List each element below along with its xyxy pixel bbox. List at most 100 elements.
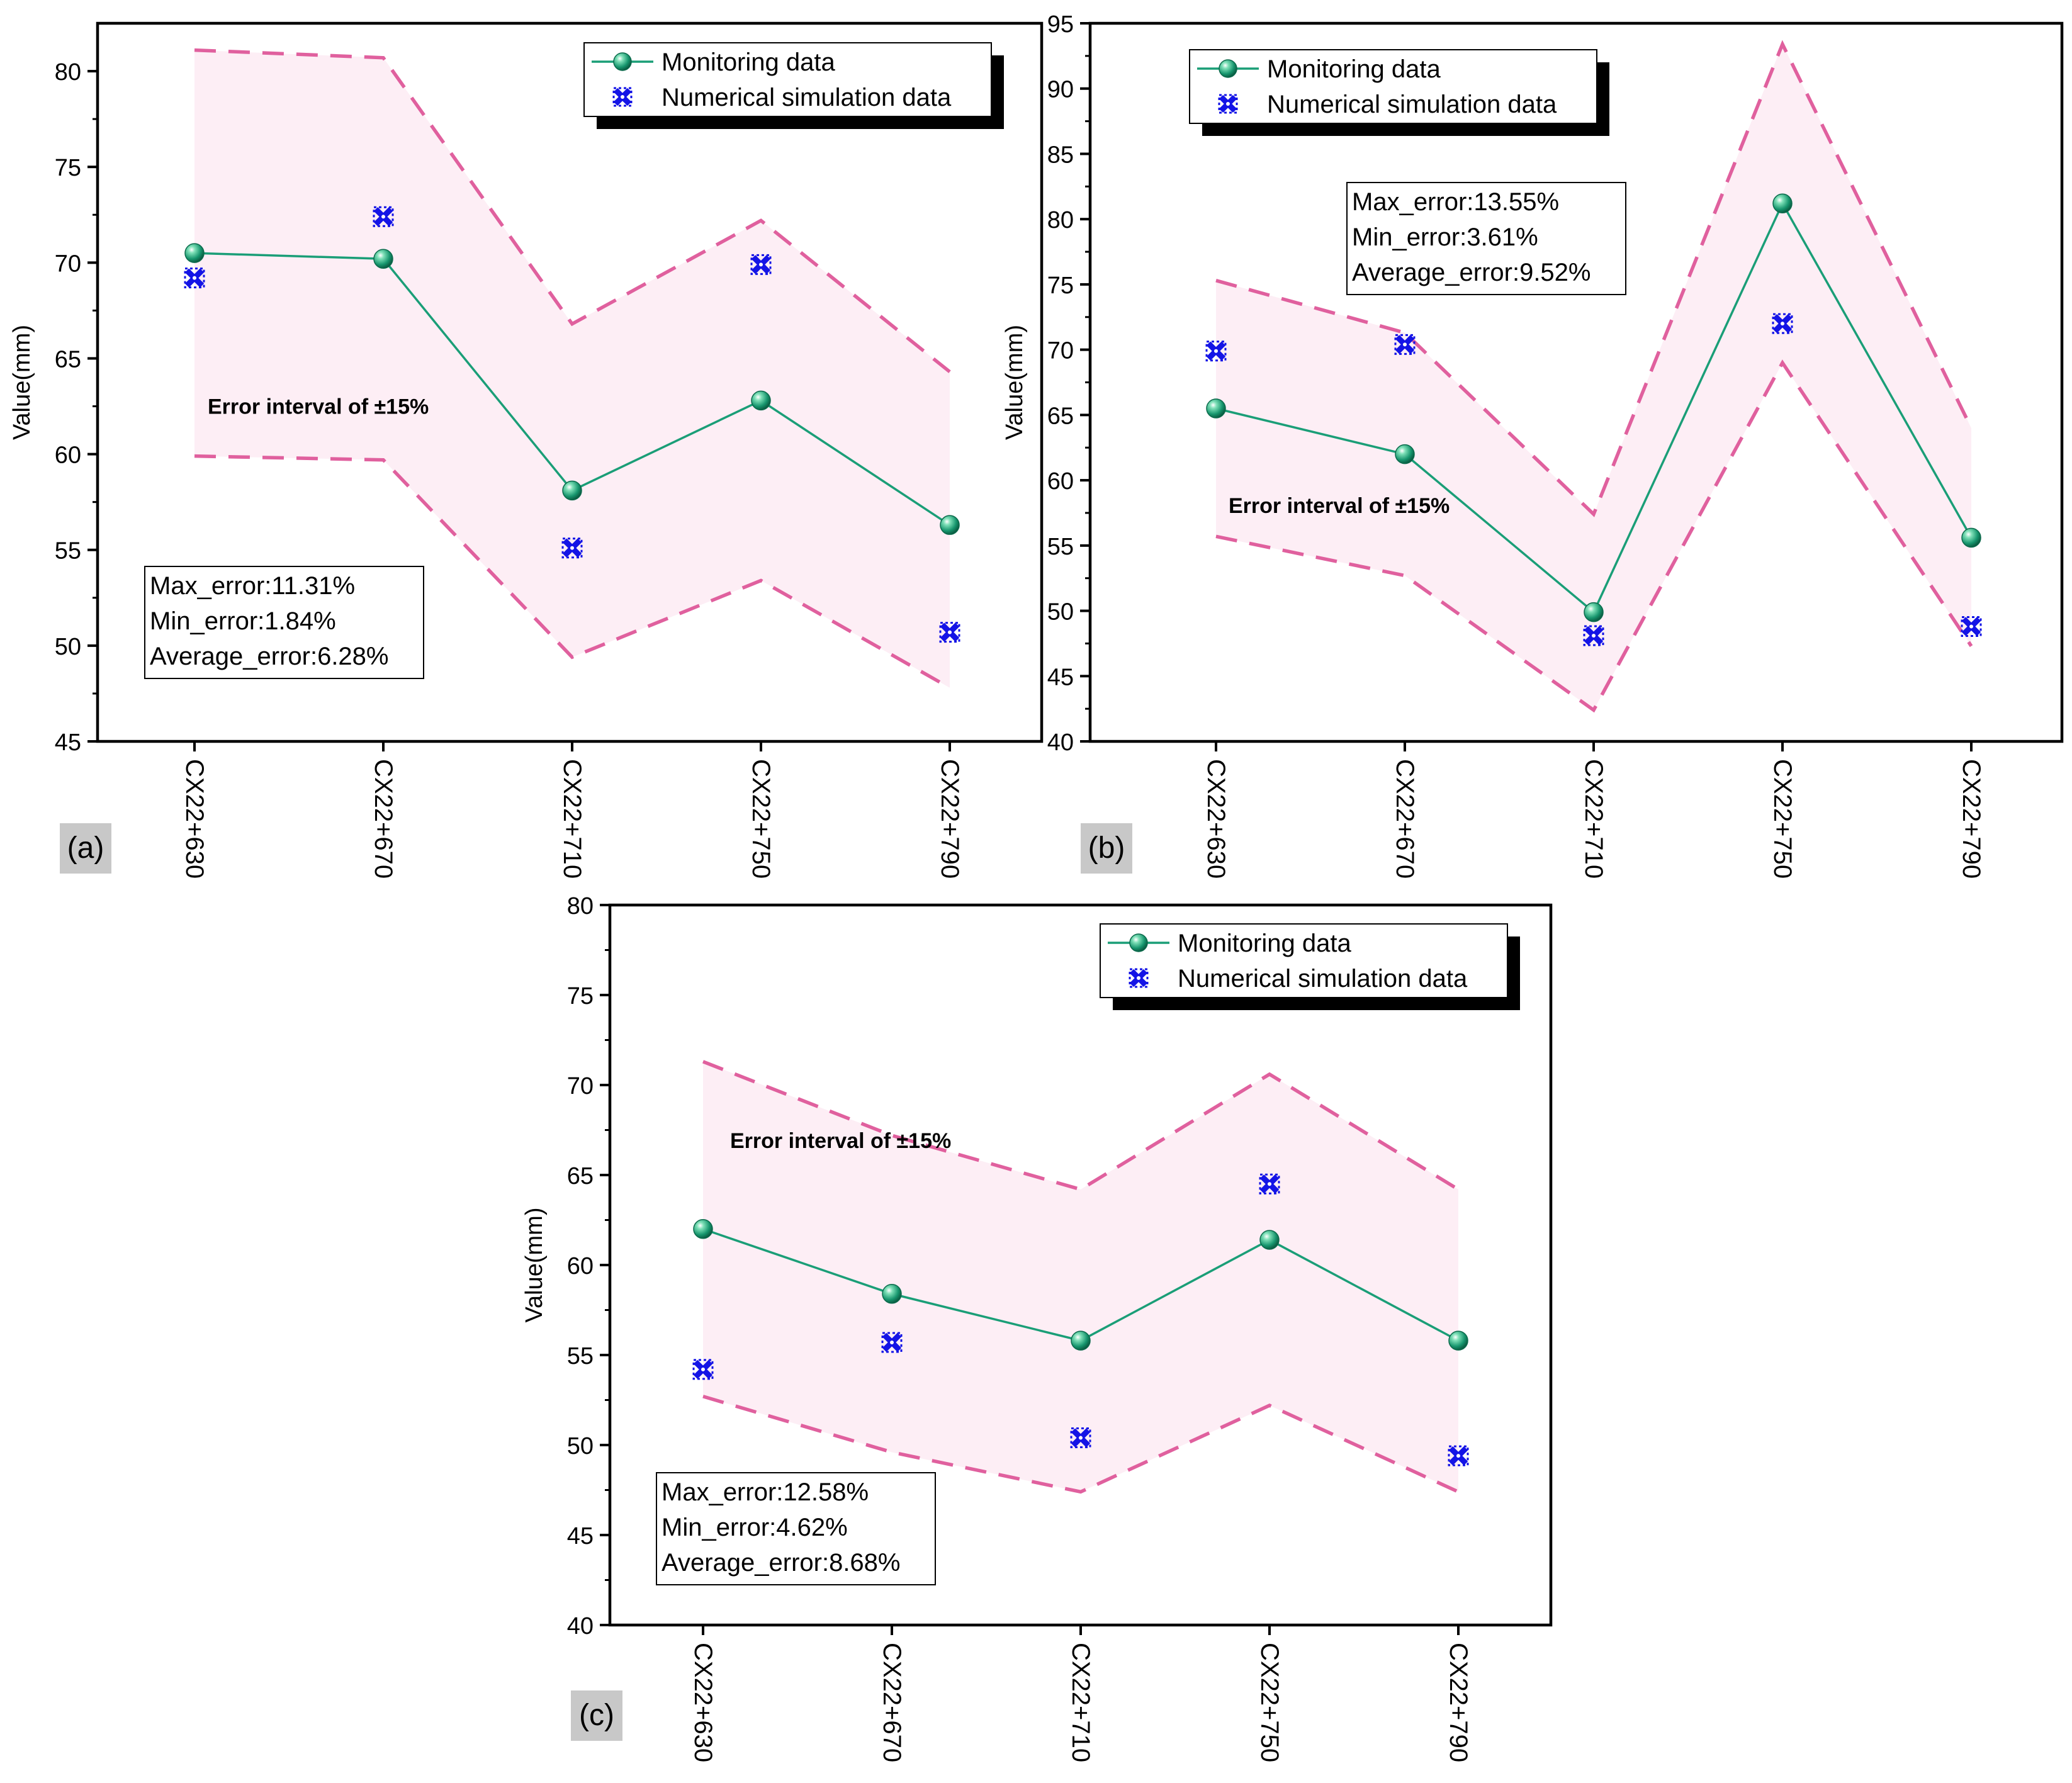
panel-b-legend-sphere: [1219, 59, 1237, 78]
panel-a-monitoring-point-body: [184, 243, 205, 263]
panel-c-ytick-label: 75: [567, 983, 594, 1010]
panel-c-monitoring-point-body: [1259, 1230, 1280, 1250]
panel-c-simulation-point-frame: [692, 1359, 714, 1380]
panel-c-stats-line: Average_error:8.68%: [662, 1549, 901, 1577]
panel-a-error-band: [194, 50, 950, 688]
panel-c-xtick-label: CX22+750: [1256, 1643, 1283, 1762]
panel-a-simulation-point-frame: [184, 267, 205, 289]
panel-b-simulation-point-center: [1403, 342, 1407, 347]
panel-b-monitoring-point-body: [1584, 602, 1604, 622]
panel-c-legend-label-simulation: Numerical simulation data: [1178, 965, 1468, 993]
panel-b-simulation-point: [1583, 625, 1604, 646]
panel-a-stats-box: [144, 566, 424, 679]
panel-b-ytick-label: 50: [1047, 599, 1074, 626]
panel-c-monitoring-point-body: [1071, 1330, 1091, 1351]
panel-a-simulation-point-frame: [373, 206, 394, 227]
panel-a-ytick-label: 45: [55, 729, 81, 756]
panel-c-band-lower-line: [702, 1395, 1460, 1494]
panel-a-label: (a): [67, 831, 104, 865]
panel-b: Error interval of ±15% 40 45 50 55 60 65 70 75 80…: [1001, 11, 2064, 879]
panel-a-label-bg: [60, 823, 111, 874]
panel-c-band-label: Error interval of ±15%: [730, 1129, 951, 1153]
panel-a-ytick-label: 75: [55, 155, 81, 181]
panel-c-simulation-point-center: [1268, 1182, 1271, 1186]
panel-c-ytick-label: 55: [567, 1343, 594, 1370]
panel-a-simulation-point: [750, 254, 772, 275]
panel-a-xtick-label: CX22+790: [936, 759, 964, 879]
panel-a-simulation-point-center: [570, 546, 574, 550]
panel-b-xtick-label: CX22+790: [1957, 759, 1985, 879]
panel-c-legend-sphere-body: [1129, 933, 1148, 952]
panel-a-band-lower-line: [194, 454, 951, 690]
panel-b-band-upper-line: [1215, 40, 1973, 517]
panel-b-monitoring-point: [1584, 602, 1604, 622]
panel-b-legend-cross-center: [1226, 102, 1230, 106]
panel-a-simulation-point-center: [948, 630, 952, 634]
panel-b-label: (b): [1088, 831, 1125, 865]
panel-a-legend-box: [583, 42, 992, 117]
panel-a-legend-sphere: [613, 52, 632, 71]
panel-c-xtick-label: CX22+670: [878, 1643, 906, 1762]
panel-a-stats-line: Max_error:11.31%: [150, 572, 355, 600]
panel-c-label: (c): [579, 1699, 614, 1732]
panel-c-y-axis-label: Value(mm): [521, 1208, 548, 1323]
panel-b-simulation-point-frame: [1583, 625, 1604, 646]
panel-a-ytick-label: 60: [55, 442, 81, 469]
panel-c-simulation-point-center: [1456, 1454, 1460, 1458]
panel-b-legend-label-monitoring: Monitoring data: [1267, 55, 1441, 83]
panel-b-xtick-label: CX22+750: [1769, 759, 1796, 879]
panel-b-monitoring-point: [1772, 193, 1793, 214]
panel-c-legend-cross-frame: [1129, 968, 1149, 988]
panel-a-monitoring-point-body: [373, 249, 393, 269]
panel-a-monitoring-point: [940, 515, 960, 535]
panel-c-stats-box: [656, 1472, 936, 1585]
panel-b-stats-line: Max_error:13.55%: [1352, 188, 1559, 216]
panel-a: Error interval of ±15% 45 50 55 60 65 70 75 80 Va…: [9, 21, 1044, 879]
panel-b-monitoring-point-body: [1961, 527, 1981, 548]
panel-a-stats-line: Average_error:6.28%: [150, 643, 389, 670]
panel-a-simulation-point: [561, 537, 583, 559]
panel-c-stats-line: Max_error:12.58%: [662, 1478, 869, 1506]
panel-c-simulation-point-center: [1079, 1436, 1083, 1440]
panel-c-ytick-label: 60: [567, 1253, 594, 1280]
panel-b-y-axis-label: Value(mm): [1001, 325, 1028, 440]
panel-c-simulation-point: [1070, 1427, 1091, 1449]
panel-c-legend-cross-center: [1137, 976, 1140, 980]
panel-a-monitoring-point: [184, 243, 205, 263]
panel-b-simulation-point-center: [1781, 322, 1784, 326]
panel-c-stats-line: Min_error:4.62%: [662, 1514, 848, 1541]
panel-b-xtick-label: CX22+710: [1580, 759, 1607, 879]
panel-a-legend-cross-center: [621, 95, 624, 99]
panel-b-simulation-point-frame: [1772, 313, 1793, 334]
panel-a-simulation-point-center: [193, 276, 196, 280]
panel-a-simulation-point-frame: [750, 254, 772, 275]
panel-c-ytick-label: 45: [567, 1523, 594, 1550]
panel-a-xtick-label: CX22+630: [181, 759, 208, 879]
panel-b-simulation-point: [1394, 334, 1416, 355]
panel-c-error-band: [703, 1061, 1458, 1492]
panel-b-simulation-point-center: [1969, 624, 1973, 629]
panel-b-legend-cross-frame: [1218, 94, 1238, 114]
panel-a-monitoring-point-body: [562, 480, 582, 501]
panel-a-axes-frame: [96, 21, 1044, 743]
panel-c-legend-label-monitoring: Monitoring data: [1178, 930, 1351, 957]
panel-b-monitoring-point: [1961, 527, 1981, 548]
panel-c-ytick-label: 70: [567, 1073, 594, 1100]
panel-a-legend-sphere-body: [613, 52, 632, 71]
panel-a-ytick-label: 80: [55, 59, 81, 86]
panel-b-ytick-label: 55: [1047, 534, 1074, 560]
panel-b-ytick-label: 75: [1047, 273, 1074, 299]
panel-a-stats-line: Min_error:1.84%: [150, 607, 336, 635]
panel-b-stats-line: Min_error:3.61%: [1352, 223, 1538, 251]
panel-a-ytick-label: 50: [55, 634, 81, 660]
panel-a-legend-cross: [612, 87, 633, 107]
panel-a-monitoring-point-body: [751, 390, 771, 411]
panel-a-legend: Monitoring data Numerical simulation data: [583, 42, 1004, 129]
panel-c-band-upper-line: [702, 1060, 1460, 1191]
panel-a-simulation-point-center: [381, 215, 385, 219]
panel-a-monitoring-point: [562, 480, 582, 501]
panel-c-simulation-point-frame: [1070, 1427, 1091, 1449]
panel-a-legend-cross-frame: [612, 87, 633, 107]
panel-b-legend-label-simulation: Numerical simulation data: [1267, 91, 1557, 118]
